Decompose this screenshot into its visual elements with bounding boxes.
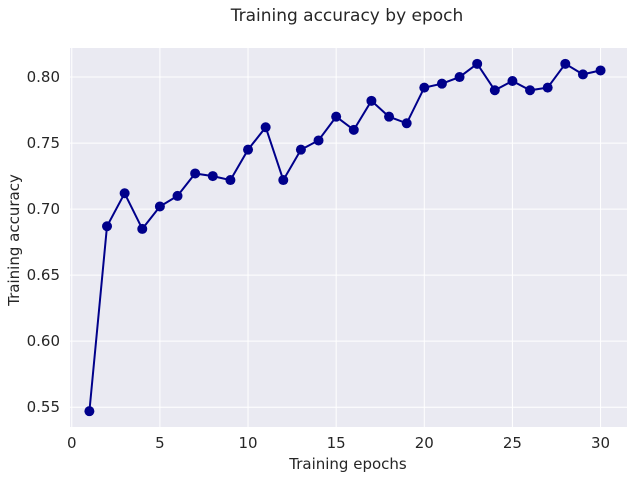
data-point [84, 406, 95, 417]
y-axis-label: Training accuracy [5, 174, 23, 307]
data-point [154, 201, 165, 212]
data-point [542, 82, 553, 93]
y-tick-label: 0.70 [27, 200, 60, 218]
data-point [595, 65, 606, 76]
y-tick-label: 0.75 [27, 134, 60, 152]
data-point [102, 221, 113, 232]
data-point [366, 95, 377, 106]
data-point [313, 135, 324, 146]
data-point [401, 118, 412, 129]
y-tick-label: 0.80 [27, 68, 60, 86]
data-point [454, 72, 465, 83]
chart-title: Training accuracy by epoch [230, 6, 464, 26]
x-tick-label: 25 [503, 434, 522, 452]
data-point [525, 85, 536, 96]
x-axis-label: Training epochs [288, 455, 407, 473]
data-point [384, 111, 395, 122]
data-point [278, 175, 289, 186]
data-point [225, 175, 236, 186]
y-tick-label: 0.60 [27, 332, 60, 350]
data-point [419, 82, 430, 93]
data-point [172, 190, 183, 201]
data-point [243, 144, 254, 155]
data-point [436, 78, 447, 89]
data-point [207, 171, 218, 182]
x-tick-label: 30 [591, 434, 610, 452]
data-point [348, 124, 359, 135]
data-point [260, 122, 271, 133]
x-tick-label: 5 [155, 434, 165, 452]
plot-area [70, 48, 627, 427]
x-tick-label: 15 [327, 434, 346, 452]
y-tick-label: 0.65 [27, 266, 60, 284]
y-tick-label: 0.55 [27, 398, 60, 416]
data-point [507, 76, 518, 87]
x-tick-label: 20 [415, 434, 434, 452]
data-point [119, 188, 130, 199]
data-point [190, 168, 201, 179]
data-point [577, 69, 588, 80]
x-tick-label: 10 [238, 434, 257, 452]
data-point [331, 111, 342, 122]
data-point [137, 223, 148, 234]
data-point [295, 144, 306, 155]
tick-labels: 0 5 10 15 20 25 30 0.55 0.60 0.65 0.70 0.75 0.80 [27, 68, 611, 452]
data-point [560, 58, 571, 69]
x-tick-label: 0 [67, 434, 77, 452]
data-points [84, 58, 606, 417]
data-point [472, 58, 483, 69]
data-point [489, 85, 500, 96]
